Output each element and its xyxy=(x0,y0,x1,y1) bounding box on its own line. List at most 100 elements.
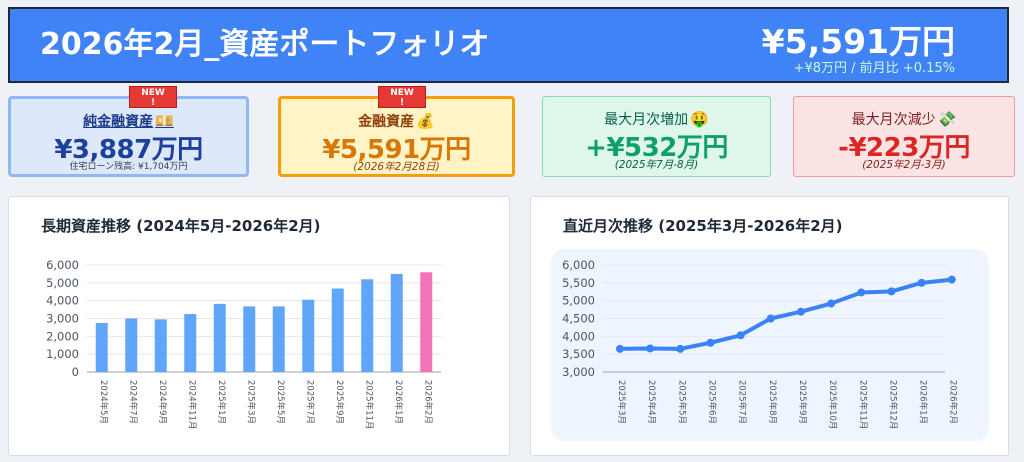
money-face-icon: 🤑 xyxy=(690,110,709,128)
bar xyxy=(95,322,108,372)
y-tick-label: 6,000 xyxy=(562,258,595,272)
bar xyxy=(361,279,374,372)
card-value: +¥532万円 xyxy=(585,133,728,163)
bar xyxy=(390,273,403,372)
money-bill-icon: 💴 xyxy=(155,112,174,130)
bar-chart: 0 1,000 2,000 3,000 4,000 5,000 6,000 2024年5月 20… xyxy=(46,258,441,429)
long-term-chart-panel: 長期資産推移 (2024年5月-2026年2月) 0 1,000 2,000 3,00… xyxy=(8,196,510,456)
total-assets-value: ¥5,591万円 xyxy=(761,22,955,61)
data-point xyxy=(947,275,956,284)
bar xyxy=(125,318,138,372)
new-badge: NEW ! xyxy=(378,86,426,108)
new-badge: NEW ! xyxy=(129,86,177,108)
x-tick-label: 2024年5月 xyxy=(98,380,109,424)
x-tick-label: 2026年2月 xyxy=(948,380,959,424)
card-value: -¥223万円 xyxy=(838,133,970,163)
x-tick-label: 2026年1月 xyxy=(393,380,404,424)
max-monthly-increase-card: 最大月次増加 🤑 +¥532万円 (2025年7月-8月) xyxy=(542,96,771,177)
monthly-change-text: +¥8万円 / 前月比 +0.15% xyxy=(793,61,955,76)
bar xyxy=(184,314,197,372)
chart-title: 長期資産推移 (2024年5月-2026年2月) xyxy=(41,217,321,235)
data-point xyxy=(917,278,926,287)
data-point xyxy=(857,288,866,297)
card-note: 住宅ローン残高: ¥1,704万円 xyxy=(69,162,188,172)
y-tick-label: 3,500 xyxy=(562,347,595,361)
data-point xyxy=(887,287,896,296)
data-point xyxy=(766,314,775,323)
y-tick-label: 3,000 xyxy=(562,365,595,379)
header-banner: 2026年2月_資産ポートフォリオ ¥5,591万円 +¥8万円 / 前月比 +… xyxy=(8,7,1009,83)
card-label-text: 最大月次減少 xyxy=(851,112,936,128)
card-label: 純金融資産 💴 xyxy=(11,111,246,131)
line-chart-background xyxy=(551,249,989,441)
x-tick-label: 2025年5月 xyxy=(676,380,687,424)
max-monthly-decrease-card: 最大月次減少 💸 -¥223万円 (2025年2月-3月) xyxy=(793,96,1015,177)
net-financial-assets-card: 純金融資産 💴 ¥3,887万円 住宅ローン残高: ¥1,704万円 xyxy=(8,96,249,177)
bar xyxy=(154,319,167,372)
card-label-text: 金融資産 xyxy=(358,114,415,130)
x-tick-label: 2026年1月 xyxy=(918,380,929,424)
new-badge-label: NEW ! xyxy=(141,88,165,108)
card-value: ¥5,591万円 xyxy=(322,135,471,165)
money-wings-icon: 💸 xyxy=(937,110,957,128)
card-label-text: 純金融資産 xyxy=(83,114,154,130)
line-chart: 3,000 3,500 4,000 4,500 5,000 5,500 6,000 2025年… xyxy=(562,258,959,429)
x-tick-label: 2025年11月 xyxy=(363,380,374,429)
x-tick-label: 2025年11月 xyxy=(857,380,868,429)
y-tick-label: 2,000 xyxy=(46,329,79,343)
card-label: 最大月次増加 🤑 xyxy=(543,109,770,129)
x-tick-label: 2025年7月 xyxy=(304,380,315,424)
bar xyxy=(213,303,226,372)
x-tick-label: 2025年3月 xyxy=(616,380,627,424)
data-point xyxy=(646,344,655,353)
money-bag-icon: 💰 xyxy=(416,112,435,130)
card-label: 最大月次減少 💸 xyxy=(794,109,1014,129)
x-tick-label: 2025年6月 xyxy=(706,380,717,424)
x-tick-label: 2026年2月 xyxy=(422,380,433,424)
y-tick-label: 5,500 xyxy=(562,276,595,290)
y-tick-label: 1,000 xyxy=(46,347,79,361)
data-point xyxy=(616,344,624,353)
y-tick-label: 3,000 xyxy=(46,312,79,326)
x-tick-label: 2024年9月 xyxy=(157,380,168,424)
data-point xyxy=(827,299,836,308)
x-tick-label: 2025年3月 xyxy=(245,380,256,424)
card-value: ¥3,887万円 xyxy=(54,135,203,165)
y-tick-label: 5,000 xyxy=(46,276,79,290)
bar xyxy=(331,288,344,372)
financial-assets-card: 金融資産 💰 ¥5,591万円 (2026年2月28日) xyxy=(278,96,515,177)
series-line xyxy=(619,277,952,351)
x-tick-label: 2025年9月 xyxy=(334,380,345,424)
bar xyxy=(302,299,315,372)
y-tick-label: 4,500 xyxy=(562,312,595,326)
recent-monthly-chart-panel: 直近月次推移 (2025年3月-2026年2月) 3,000 3,500 4,000… xyxy=(530,196,1009,456)
x-tick-label: 2025年12月 xyxy=(887,380,898,429)
bar xyxy=(272,306,285,372)
x-tick-label: 2024年7月 xyxy=(127,380,138,424)
card-label-text: 最大月次増加 xyxy=(604,112,689,128)
data-point xyxy=(796,307,805,316)
card-note: (2026年2月28日) xyxy=(353,161,440,173)
card-note: (2025年2月-3月) xyxy=(862,159,946,171)
bar xyxy=(420,272,433,372)
data-point xyxy=(676,344,685,353)
card-label: 金融資産 💰 xyxy=(281,111,512,131)
x-tick-label: 2025年7月 xyxy=(737,380,748,424)
x-tick-label: 2025年4月 xyxy=(646,380,657,424)
data-point xyxy=(706,338,715,347)
y-tick-label: 4,000 xyxy=(562,329,595,343)
y-tick-label: 0 xyxy=(72,365,79,379)
x-tick-label: 2025年5月 xyxy=(275,380,286,424)
page-title: 2026年2月_資産ポートフォリオ xyxy=(40,27,490,62)
x-tick-label: 2025年10月 xyxy=(827,380,838,429)
x-tick-label: 2025年1月 xyxy=(216,380,227,424)
x-tick-label: 2025年9月 xyxy=(797,380,808,424)
chart-title: 直近月次推移 (2025年3月-2026年2月) xyxy=(563,217,843,235)
new-badge-label: NEW ! xyxy=(390,88,414,108)
card-note: (2025年7月-8月) xyxy=(614,159,699,171)
x-tick-label: 2025年8月 xyxy=(767,380,778,424)
y-tick-label: 5,000 xyxy=(562,294,595,308)
bar xyxy=(243,306,256,372)
data-point xyxy=(736,331,745,340)
y-tick-label: 6,000 xyxy=(46,258,79,272)
